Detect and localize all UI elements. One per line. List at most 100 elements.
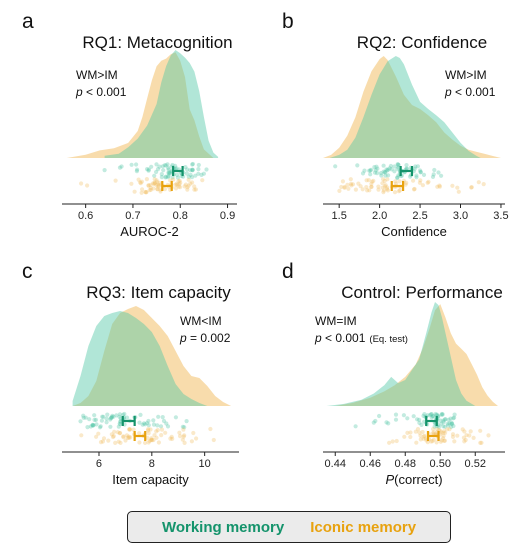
- wm-subject-point: [83, 415, 88, 420]
- wm-subject-point: [101, 414, 106, 419]
- im-subject-point: [190, 180, 195, 185]
- im-subject-point: [460, 427, 465, 432]
- im-subject-point: [385, 177, 390, 182]
- wm-subject-point: [368, 168, 373, 173]
- panel-letter: d: [282, 260, 294, 283]
- wm-subject-point: [412, 166, 417, 171]
- im-subject-point: [151, 437, 156, 443]
- wm-subject-point: [104, 416, 109, 421]
- wm-subject-point: [395, 166, 400, 171]
- wm-subject-point: [190, 161, 195, 167]
- im-subject-point: [417, 430, 422, 435]
- im-subject-point: [152, 181, 157, 186]
- wm-subject-point: [98, 424, 103, 429]
- im-subject-point: [353, 187, 358, 192]
- wm-subject-point: [439, 411, 444, 417]
- im-subject-point: [394, 181, 399, 186]
- wm-subject-point: [395, 175, 400, 180]
- panel-title: Control: Performance: [341, 283, 503, 302]
- im-subject-point: [385, 185, 390, 190]
- im-subject-point: [450, 434, 456, 439]
- wm-subject-point: [418, 169, 423, 175]
- wm-subject-point: [439, 412, 444, 417]
- im-mean-ci-bar: [426, 431, 440, 441]
- x-tick-label: 3.5: [493, 210, 508, 222]
- wm-subject-point: [93, 417, 99, 422]
- im-subject-point: [371, 178, 376, 183]
- im-subject-point: [390, 439, 395, 444]
- wm-subject-point: [81, 415, 86, 420]
- wm-subject-point: [196, 167, 201, 172]
- im-subject-point: [143, 190, 148, 195]
- im-subject-point: [139, 179, 144, 184]
- wm-subject-point: [404, 163, 409, 168]
- wm-subject-point: [393, 412, 399, 417]
- wm-subject-point: [374, 164, 379, 169]
- wm-subject-point: [441, 420, 446, 425]
- im-subject-point: [154, 178, 159, 183]
- im-subject-point: [479, 440, 484, 445]
- wm-subject-point: [143, 422, 148, 427]
- im-subject-point: [178, 434, 183, 439]
- wm-subject-point: [145, 167, 150, 172]
- x-tick-label: 0.52: [465, 458, 486, 470]
- im-subject-point: [118, 430, 123, 436]
- im-subject-point: [177, 182, 182, 187]
- wm-subject-point: [165, 175, 171, 180]
- wm-subject-point: [199, 172, 204, 177]
- wm-subject-point: [375, 171, 380, 176]
- panel-letter: c: [22, 260, 33, 283]
- im-subject-point: [163, 430, 168, 435]
- im-subject-point: [421, 436, 426, 441]
- im-subject-point: [442, 438, 447, 443]
- wm-subject-point: [417, 420, 422, 425]
- wm-subject-point: [201, 171, 206, 176]
- im-subject-point: [434, 440, 439, 445]
- im-subject-point: [173, 182, 178, 187]
- im-subject-point: [174, 181, 179, 186]
- wm-subject-point: [414, 175, 419, 180]
- wm-subject-point: [137, 420, 142, 425]
- im-subject-point: [435, 427, 440, 432]
- im-subject-point: [112, 429, 117, 434]
- im-subject-point: [468, 429, 473, 434]
- wm-subject-point: [360, 171, 366, 176]
- im-mean-ci-bar: [161, 181, 173, 191]
- im-subject-point: [148, 185, 153, 191]
- im-subject-point: [136, 177, 141, 182]
- im-subject-point: [387, 440, 392, 445]
- im-subject-point: [360, 187, 365, 192]
- wm-subject-point: [436, 170, 441, 175]
- wm-subject-point: [386, 173, 391, 178]
- wm-subject-point: [413, 164, 418, 169]
- im-subject-point: [437, 184, 442, 189]
- wm-subject-point: [161, 168, 166, 173]
- wm-subject-point: [186, 174, 191, 179]
- wm-subject-point: [396, 173, 401, 178]
- wm-subject-point: [382, 170, 387, 175]
- x-tick-label: 0.7: [125, 210, 140, 222]
- im-subject-point: [168, 436, 173, 441]
- im-subject-point: [467, 433, 472, 438]
- wm-subject-point: [371, 420, 376, 425]
- wm-subject-point: [166, 173, 171, 179]
- im-subject-point: [191, 430, 196, 436]
- im-subject-point: [127, 427, 132, 432]
- im-subject-point: [426, 179, 431, 184]
- im-density-area: [335, 304, 498, 406]
- im-subject-point: [181, 427, 186, 432]
- im-subject-point: [369, 181, 374, 186]
- im-subject-point: [113, 178, 118, 183]
- wm-subject-point: [173, 415, 178, 420]
- wm-subject-point: [372, 165, 377, 170]
- im-subject-point: [418, 437, 423, 442]
- wm-subject-point: [428, 413, 433, 418]
- x-tick-label: 0.9: [220, 210, 235, 222]
- wm-subject-point: [159, 172, 164, 177]
- x-tick-label: 10: [199, 458, 211, 470]
- wm-subject-point: [190, 167, 195, 172]
- wm-subject-point: [385, 168, 390, 173]
- wm-subject-point: [333, 164, 338, 169]
- im-subject-point: [418, 433, 423, 438]
